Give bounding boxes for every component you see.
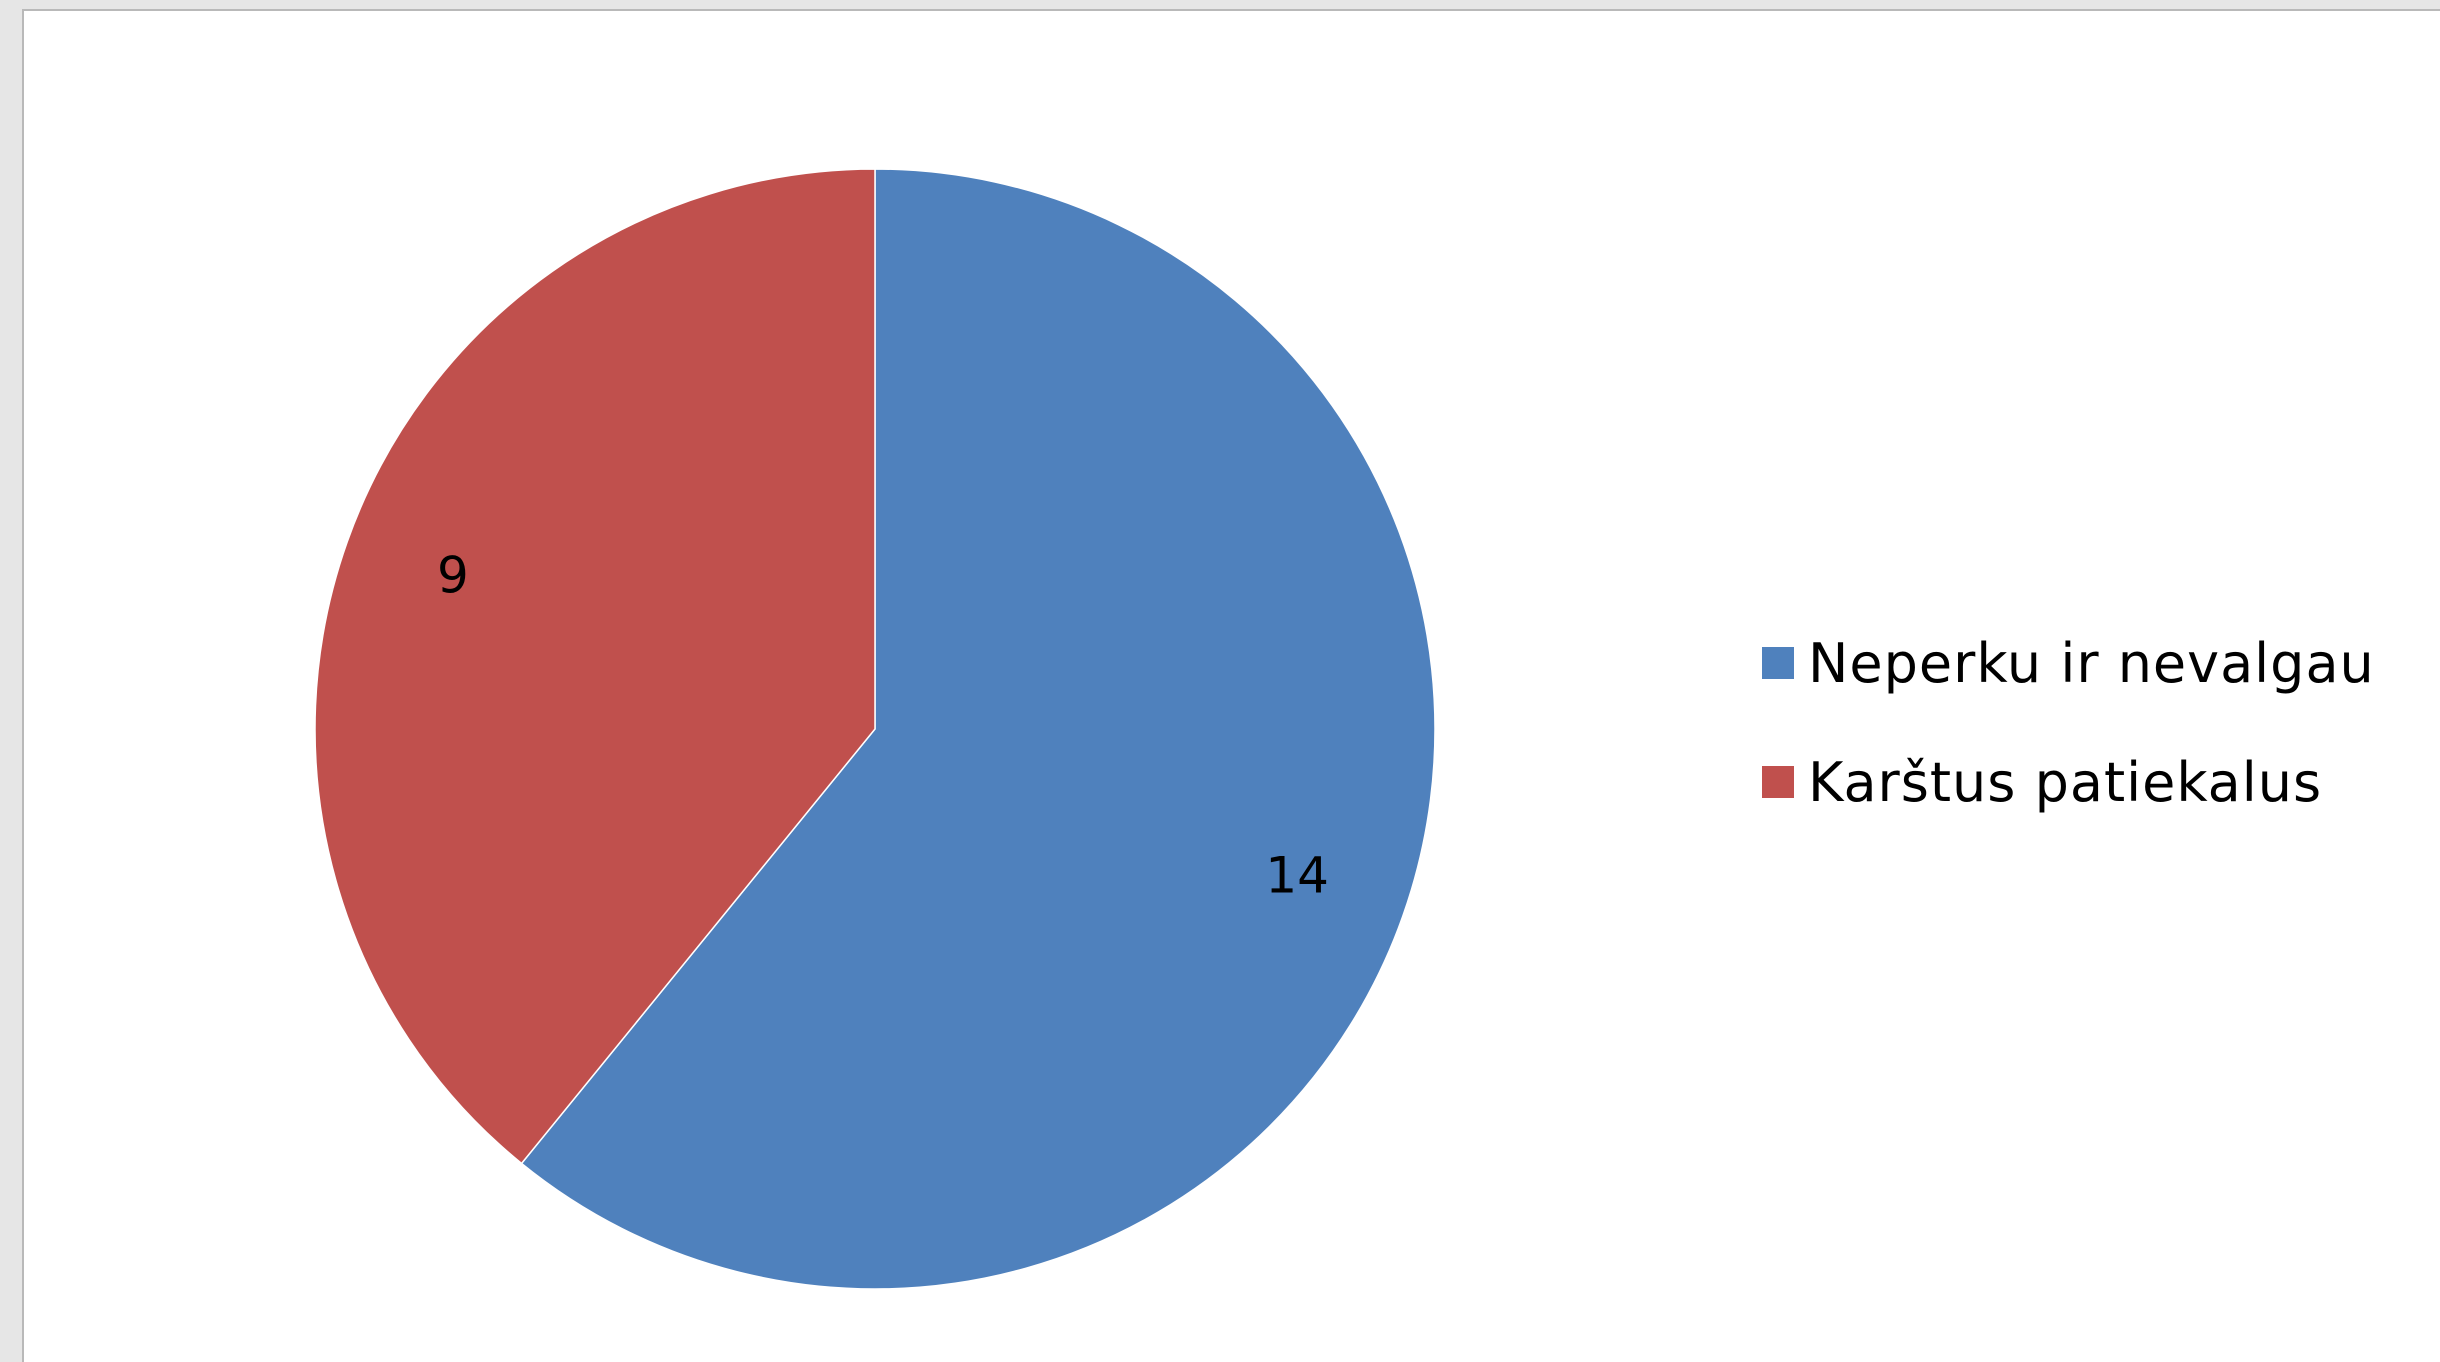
data-label-neperku: 14 bbox=[1265, 847, 1329, 905]
legend-item-karstus: Karštus patiekalus bbox=[1762, 750, 2375, 814]
data-label-karstus: 9 bbox=[437, 546, 469, 604]
legend-swatch-karstus bbox=[1762, 766, 1794, 798]
legend-item-neperku: Neperku ir nevalgau bbox=[1762, 631, 2375, 695]
pie-data-labels: 14 9 bbox=[437, 546, 1329, 904]
pie-slice-karstus bbox=[314, 168, 876, 1165]
legend-label-karstus: Karštus patiekalus bbox=[1808, 750, 2323, 814]
legend: Neperku ir nevalgau Karštus patiekalus bbox=[1762, 631, 2375, 869]
legend-label-neperku: Neperku ir nevalgau bbox=[1808, 631, 2375, 695]
pie-slices bbox=[314, 168, 1436, 1290]
legend-swatch-neperku bbox=[1762, 647, 1794, 679]
pie-slice-neperku bbox=[520, 168, 1436, 1290]
